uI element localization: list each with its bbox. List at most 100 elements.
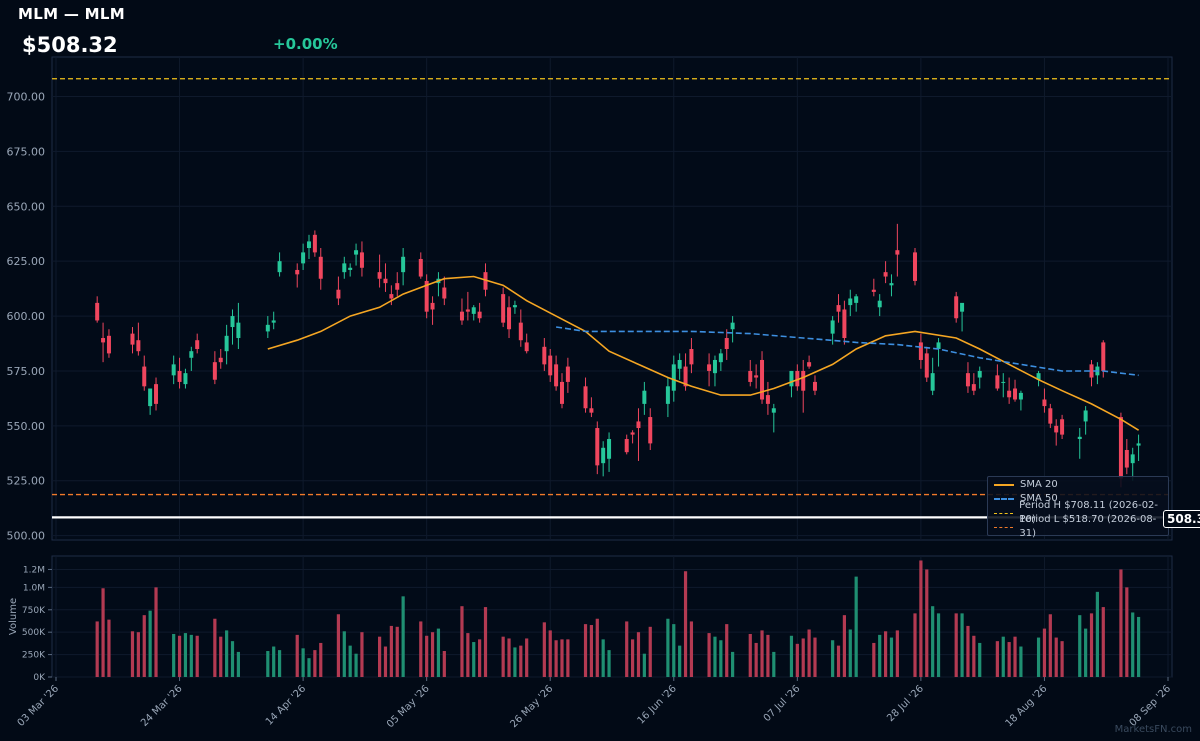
candle <box>224 324 229 365</box>
candle-body <box>601 447 606 464</box>
candle-body <box>848 298 853 306</box>
candle-body <box>730 322 735 330</box>
candle <box>401 248 406 286</box>
candle <box>771 403 776 433</box>
volume-bar <box>1101 607 1105 677</box>
candle-body <box>583 386 588 409</box>
volume-bar <box>678 645 682 677</box>
candle <box>707 353 712 387</box>
volume-bar <box>272 646 276 677</box>
candle-body <box>306 241 311 249</box>
volume-bar <box>483 607 488 677</box>
sma20-line <box>267 275 1140 431</box>
candle-body <box>130 333 135 345</box>
candle-body <box>471 307 476 314</box>
volume-bar <box>595 618 599 677</box>
candle-body <box>607 439 612 459</box>
candle-body <box>430 302 435 310</box>
candle-body <box>877 300 882 308</box>
volume-bar <box>430 632 435 677</box>
x-tick-label: 28 Jul '26 <box>885 683 926 724</box>
volume-bar <box>389 625 393 677</box>
candle <box>348 263 353 277</box>
candle-body <box>789 370 794 387</box>
volume-bar <box>813 637 817 677</box>
volume-bar <box>931 606 935 677</box>
candle-body <box>665 386 670 404</box>
volume-tick-label: 1.0M <box>23 583 45 593</box>
candle-body <box>1048 408 1053 424</box>
candle-body <box>589 408 594 413</box>
candle-body <box>1124 449 1129 468</box>
volume-bar <box>807 629 811 677</box>
candle-body <box>630 432 635 435</box>
candle <box>1077 428 1082 459</box>
candle-body <box>483 272 488 290</box>
candle <box>842 300 847 345</box>
candle <box>548 348 553 382</box>
candle <box>430 296 435 325</box>
candle-body <box>148 388 153 407</box>
candle-body <box>930 373 935 391</box>
legend: SMA 20 SMA 50 Period H $708.11 (2026-02-… <box>987 476 1169 539</box>
volume-bar <box>960 613 964 677</box>
volume-bar <box>501 636 505 677</box>
volume-bar <box>1048 614 1052 677</box>
candle-body <box>765 395 770 404</box>
candle <box>601 441 606 477</box>
legend-item-period-low: Period L $518.70 (2026-08-31) <box>994 514 1168 539</box>
current-price: $508.32 <box>22 33 118 57</box>
legend-swatch-sma20 <box>994 484 1014 486</box>
candle <box>765 381 770 415</box>
candle-body <box>377 272 382 279</box>
candle-body <box>1101 342 1106 371</box>
candle-body <box>359 252 364 268</box>
volume-bar <box>854 576 858 677</box>
candle-body <box>718 353 723 363</box>
volume-bar <box>348 645 352 677</box>
volume-bar <box>919 560 923 677</box>
candle <box>889 274 894 297</box>
volume-bar <box>883 631 888 677</box>
candle <box>524 333 529 354</box>
x-tick-label: 16 Jun '26 <box>636 683 679 726</box>
candle-body <box>1083 410 1088 422</box>
candle <box>95 296 100 323</box>
candle <box>924 346 929 382</box>
volume-bar <box>936 613 941 677</box>
y-tick-label: 700.00 <box>7 91 46 104</box>
candle-body <box>842 309 847 339</box>
candle <box>395 272 400 297</box>
candle-body <box>748 370 753 382</box>
volume-bar <box>319 642 323 677</box>
candle-body <box>189 351 194 358</box>
volume-bar <box>548 630 552 677</box>
candle <box>424 274 429 319</box>
candle-body <box>277 261 282 273</box>
volume-bar <box>725 624 729 677</box>
candle <box>671 355 676 402</box>
candle <box>507 296 512 339</box>
volume-bar <box>377 636 382 677</box>
candle-body <box>271 320 276 323</box>
volume-bar <box>1060 641 1064 677</box>
volume-bar <box>566 639 570 677</box>
volume-bar <box>436 628 441 677</box>
candle-body <box>677 359 682 369</box>
volume-bar <box>966 625 970 677</box>
candle-body <box>1013 388 1018 400</box>
candle <box>789 370 794 398</box>
candle <box>1054 419 1059 446</box>
y-tick-label: 525.00 <box>7 475 46 488</box>
candle <box>336 276 341 306</box>
candle <box>1013 379 1018 402</box>
candle-body <box>136 340 141 352</box>
candle-body <box>812 381 817 391</box>
volume-bar <box>519 645 523 677</box>
candle-body <box>524 342 529 352</box>
candle-body <box>883 272 888 277</box>
candle <box>1124 439 1129 475</box>
volume-bar <box>466 633 470 677</box>
candle <box>895 223 900 277</box>
